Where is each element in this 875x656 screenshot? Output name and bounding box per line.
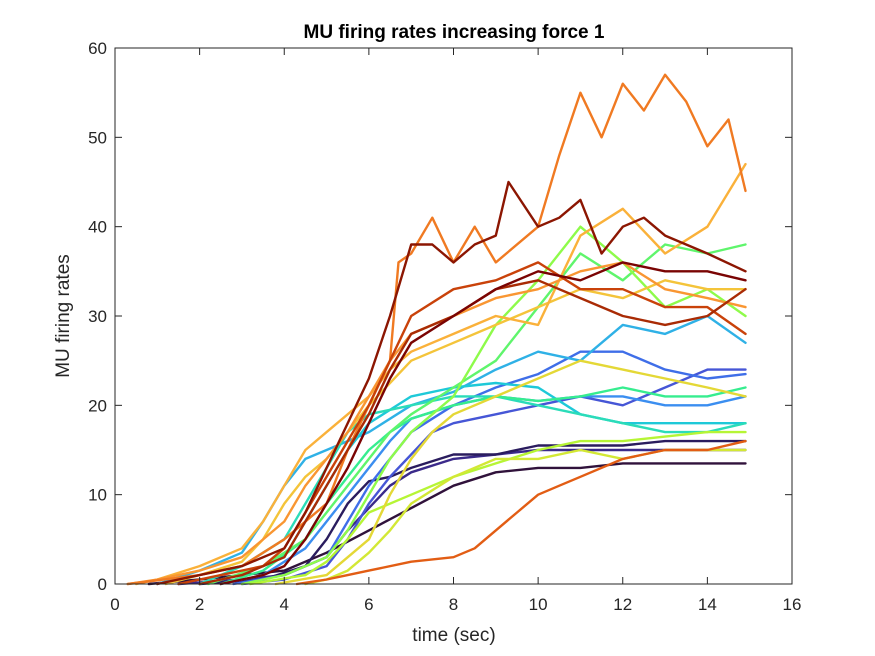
series-line-4	[240, 368, 747, 586]
series-line-5	[232, 350, 747, 586]
x-tick-label: 10	[529, 595, 548, 614]
series-line-21	[177, 261, 747, 586]
series-line-15	[274, 359, 747, 586]
x-tick-label: 12	[613, 595, 632, 614]
x-tick-label: 6	[364, 595, 373, 614]
y-tick-label: 40	[88, 218, 107, 237]
axes: 0 2 4 6 8 10 12 14 16 0 10 20 30 40 50 60	[88, 39, 801, 614]
y-axis-label: MU firing rates	[53, 254, 74, 378]
x-axis-label: time (sec)	[412, 625, 495, 646]
x-tick-label: 4	[280, 595, 289, 614]
y-tick-label: 50	[88, 128, 107, 147]
y-tick-label: 10	[88, 486, 107, 505]
x-tick-label: 2	[195, 595, 204, 614]
y-tick-label: 30	[88, 307, 107, 326]
series-line-12	[240, 225, 747, 586]
chart-title: MU firing rates increasing force 1	[304, 22, 605, 43]
x-tick-label: 0	[110, 595, 119, 614]
y-tick-label: 60	[88, 39, 107, 58]
series-line-11	[206, 243, 747, 586]
series-lines	[126, 73, 747, 586]
series-line-24	[219, 261, 747, 586]
series-line-23	[156, 180, 747, 586]
series-line-13	[249, 430, 747, 586]
series-line-22	[198, 279, 747, 586]
x-tick-label: 16	[783, 595, 802, 614]
y-tick-label: 20	[88, 396, 107, 415]
x-tick-label: 14	[698, 595, 717, 614]
y-tick-label: 0	[98, 575, 107, 594]
x-tick-label: 8	[449, 595, 458, 614]
series-line-3	[198, 439, 747, 586]
series-line-20	[295, 439, 747, 586]
